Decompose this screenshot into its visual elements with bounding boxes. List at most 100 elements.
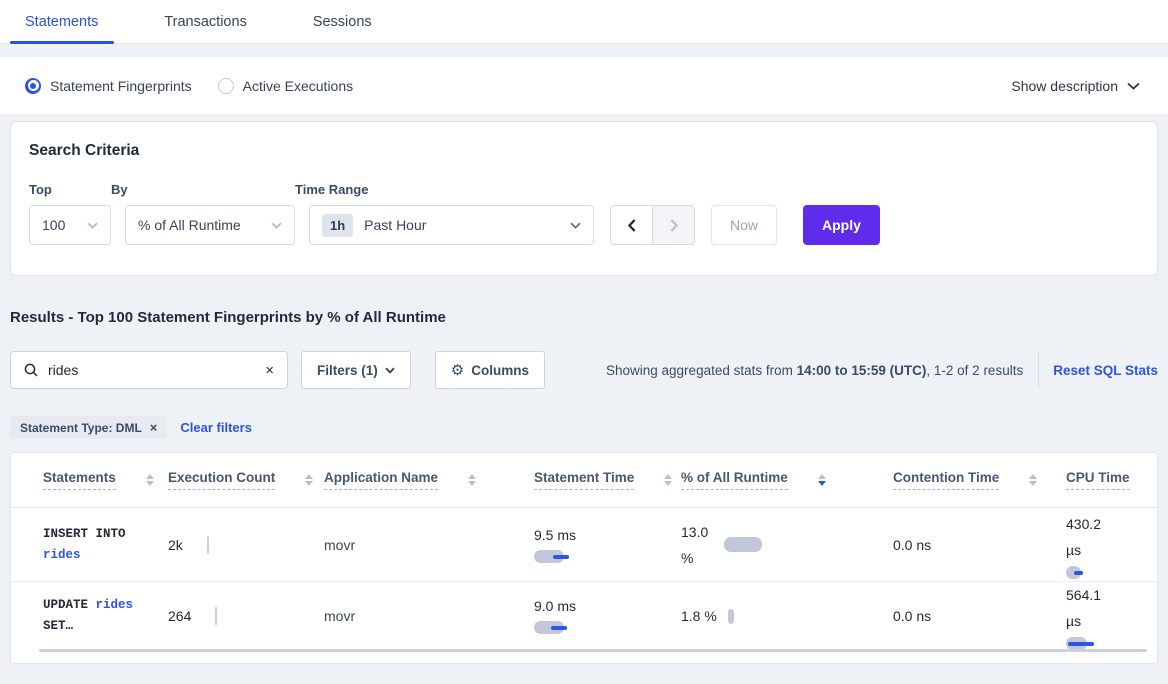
runtime-pct-bar — [724, 537, 762, 552]
chevron-down-icon — [570, 222, 581, 229]
reset-sql-stats-link[interactable]: Reset SQL Stats — [1053, 362, 1158, 378]
now-button[interactable]: Now — [711, 205, 777, 245]
runtime-pct-cell: 13.0 % — [681, 519, 893, 571]
radio-active-executions[interactable]: Active Executions — [217, 77, 354, 94]
execution-count-cell: 2k — [168, 535, 324, 554]
tab-sessions[interactable]: Sessions — [312, 13, 372, 30]
show-description-toggle[interactable]: Show description — [1011, 78, 1140, 94]
search-criteria-title: Search Criteria — [29, 142, 140, 159]
sort-icon[interactable] — [145, 474, 154, 486]
tab-transactions[interactable]: Transactions — [164, 13, 247, 30]
statement-time-bar — [534, 549, 594, 563]
clear-search-icon[interactable]: × — [265, 361, 274, 379]
clear-filters-link[interactable]: Clear filters — [180, 420, 252, 435]
col-header-execution-count[interactable]: Execution Count — [168, 470, 324, 490]
top-value: 100 — [42, 217, 66, 233]
col-header-statements[interactable]: Statements — [43, 470, 168, 490]
col-header-runtime-pct[interactable]: % of All Runtime — [681, 470, 893, 490]
statement-link[interactable]: rides — [43, 547, 81, 562]
time-range-select[interactable]: 1h Past Hour — [309, 205, 594, 245]
sort-icon[interactable] — [468, 474, 477, 486]
chevron-down-icon — [271, 222, 282, 229]
top-label: Top — [29, 182, 52, 197]
statement-link[interactable]: rides — [95, 598, 134, 612]
time-range-label: Time Range — [295, 182, 369, 197]
filters-label: Filters (1) — [317, 362, 378, 378]
by-value: % of All Runtime — [138, 217, 241, 233]
col-header-statement-time[interactable]: Statement Time — [534, 470, 681, 490]
next-time-button[interactable] — [653, 206, 694, 244]
results-toolbar: × Filters (1) ⚙ Columns Showing aggregat… — [10, 351, 1158, 389]
statement-fingerprint-cell: UPDATE rides SET… — [43, 598, 134, 633]
time-range-value: Past Hour — [364, 217, 427, 233]
statement-search-box[interactable]: × — [10, 351, 288, 389]
col-header-cpu-time[interactable]: CPU Time — [1066, 470, 1157, 490]
search-icon — [24, 363, 38, 377]
radio-unselected-icon[interactable] — [217, 77, 234, 94]
aggregated-stats-text: Showing aggregated stats from 14:00 to 1… — [606, 362, 1024, 378]
chevron-down-icon — [1127, 82, 1140, 90]
execution-count-bar — [206, 535, 209, 554]
chevron-down-icon — [87, 222, 98, 229]
statement-time-cell: 9.5 ms — [534, 527, 681, 563]
sort-icon[interactable] — [664, 474, 673, 486]
sort-icon[interactable] — [1029, 474, 1038, 486]
cpu-time-cell: 430.2 µs — [1066, 511, 1157, 579]
runtime-pct-bar — [728, 608, 734, 624]
statement-time-cell: 9.0 ms — [534, 598, 681, 634]
by-label: By — [111, 182, 128, 197]
table-row: UPDATE rides SET… 264 movr 9.0 ms 1.8 % … — [11, 581, 1157, 650]
col-header-contention-time[interactable]: Contention Time — [893, 470, 1066, 490]
execution-count-cell: 264 — [168, 607, 324, 625]
gear-icon: ⚙ — [450, 362, 465, 379]
columns-button[interactable]: ⚙ Columns — [434, 351, 545, 389]
statements-table: Statements Execution Count Application N… — [10, 452, 1158, 664]
chevron-left-icon — [627, 218, 635, 232]
chevron-right-icon — [670, 218, 678, 232]
by-select[interactable]: % of All Runtime — [125, 205, 295, 245]
cpu-time-cell: 564.1 µs — [1066, 582, 1157, 650]
filters-button[interactable]: Filters (1) — [301, 351, 411, 389]
statement-fingerprint-cell: INSERT INTO rides — [43, 526, 126, 562]
tab-statements[interactable]: Statements — [9, 0, 115, 44]
horizontal-scrollbar[interactable] — [39, 649, 1147, 652]
filter-chip-statement-type[interactable]: Statement Type: DML × — [10, 416, 168, 439]
radio-selected-icon[interactable] — [25, 77, 41, 94]
cpu-time-bar — [1066, 565, 1106, 579]
contention-time-cell: 0.0 ns — [893, 536, 932, 553]
results-heading: Results - Top 100 Statement Fingerprints… — [10, 309, 446, 326]
application-name-cell: movr — [324, 608, 356, 624]
radio-statement-fingerprints[interactable]: Statement Fingerprints — [25, 77, 192, 94]
sort-icon-active-desc[interactable] — [817, 474, 826, 486]
filter-chip-label: Statement Type: DML — [20, 420, 142, 435]
remove-filter-icon[interactable]: × — [149, 420, 158, 435]
time-range-field: Time Range 1h Past Hour — [295, 182, 594, 245]
view-toggle-bar: Statement Fingerprints Active Executions… — [0, 57, 1168, 114]
radio-label: Statement Fingerprints — [50, 77, 192, 94]
cpu-time-bar — [1066, 637, 1106, 650]
show-description-label: Show description — [1011, 77, 1118, 94]
execution-count-bar — [215, 607, 218, 625]
time-range-badge: 1h — [322, 213, 354, 237]
sql-activity-tabbar: Statements Transactions Sessions — [0, 0, 1168, 44]
runtime-pct-cell: 1.8 % — [681, 608, 893, 624]
columns-label: Columns — [471, 362, 529, 378]
sort-icon[interactable] — [305, 474, 314, 486]
top-select[interactable]: 100 — [29, 205, 111, 245]
stats-time-range: 14:00 to 15:59 (UTC) — [796, 362, 927, 378]
active-filters-row: Statement Type: DML × Clear filters — [10, 416, 1158, 439]
chevron-down-icon — [385, 367, 395, 374]
search-input[interactable] — [48, 362, 256, 378]
search-criteria-card: Search Criteria Top 100 By % of All Runt… — [10, 121, 1158, 276]
radio-label: Active Executions — [242, 77, 354, 94]
toolbar-divider — [1038, 351, 1040, 389]
apply-button[interactable]: Apply — [803, 205, 880, 245]
time-step-buttons — [610, 205, 695, 245]
table-row: INSERT INTO rides 2k movr 9.5 ms 13.0 % … — [11, 508, 1157, 581]
statement-time-bar — [534, 621, 594, 634]
table-header-row: Statements Execution Count Application N… — [11, 453, 1157, 508]
previous-time-button[interactable] — [611, 206, 653, 244]
col-header-application-name[interactable]: Application Name — [324, 470, 534, 490]
view-mode-radio-group: Statement Fingerprints Active Executions — [25, 77, 354, 94]
top-field: Top 100 — [29, 182, 111, 245]
